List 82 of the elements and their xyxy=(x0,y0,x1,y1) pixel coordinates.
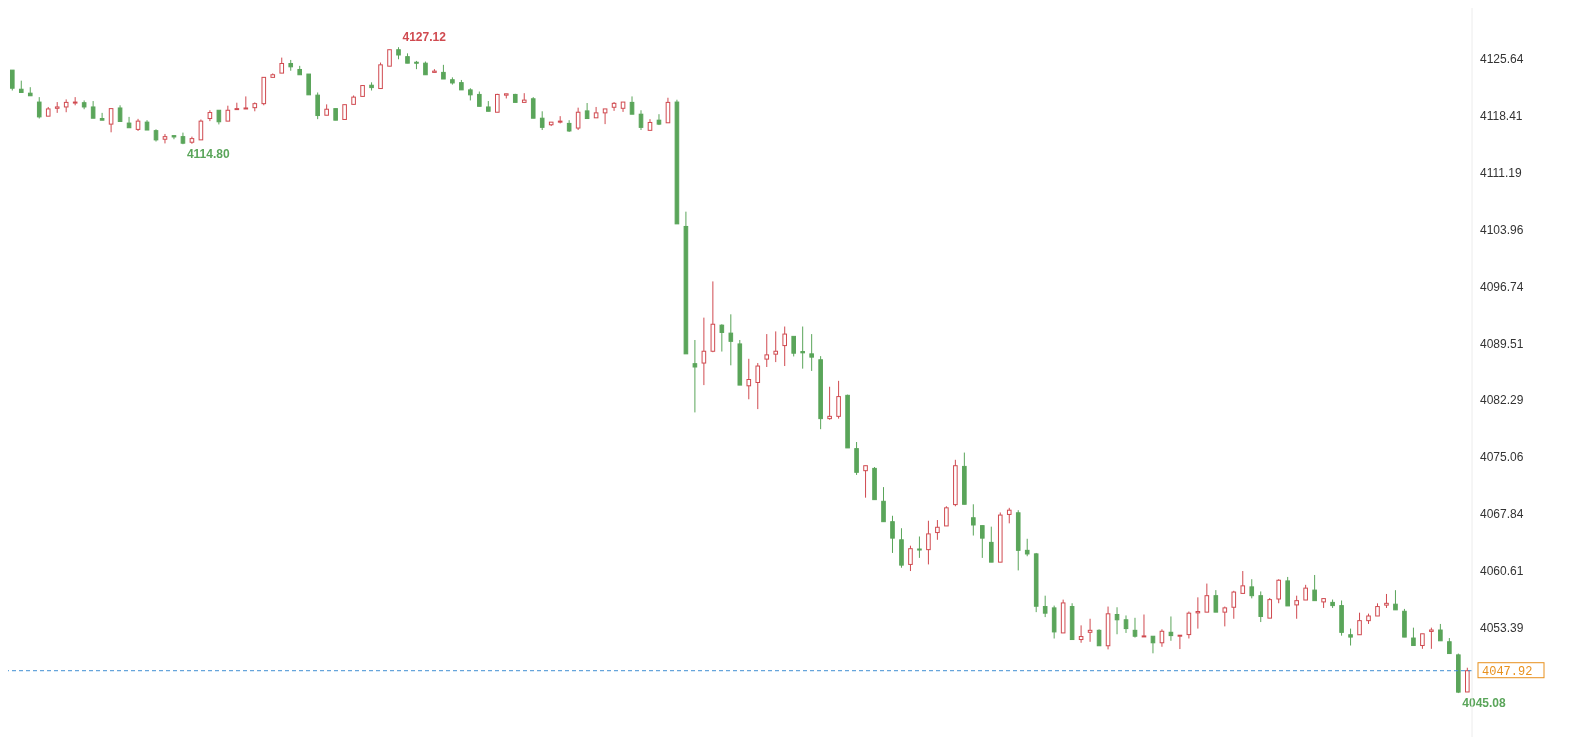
candlestick xyxy=(746,358,752,400)
candlestick xyxy=(935,519,940,541)
candlestick xyxy=(243,95,249,110)
candlestick xyxy=(908,545,913,572)
candlestick xyxy=(800,326,805,370)
candlestick xyxy=(1087,618,1093,643)
candlestick xyxy=(773,330,779,363)
candlestick xyxy=(1042,595,1048,618)
candlestick xyxy=(1177,634,1183,650)
candlestick xyxy=(809,333,814,372)
y-tick-label: 4060.61 xyxy=(1480,564,1524,579)
candlestick xyxy=(890,515,895,554)
candlestick xyxy=(1195,596,1201,630)
candlestick xyxy=(1240,570,1246,594)
candlestick xyxy=(863,465,868,499)
candlestick xyxy=(1357,612,1362,636)
candlestick xyxy=(198,118,204,141)
candlestick xyxy=(593,106,599,119)
candlestick xyxy=(1132,617,1138,639)
candlestick xyxy=(10,69,15,91)
candlestick xyxy=(1123,614,1129,634)
candlestick xyxy=(719,323,725,353)
candlestick xyxy=(36,96,42,120)
candlestick xyxy=(944,505,949,527)
candlestick xyxy=(1258,590,1264,623)
y-tick-label: 4096.74 xyxy=(1480,279,1524,294)
candlestick xyxy=(656,113,662,126)
candlestick xyxy=(1168,615,1174,642)
candlestick xyxy=(1231,590,1237,620)
candlestick xyxy=(99,112,105,121)
candlestick xyxy=(755,362,761,410)
candlestick xyxy=(126,116,132,129)
candlestick xyxy=(1276,578,1281,604)
y-tick-label: 4053.39 xyxy=(1480,620,1524,635)
candlestick xyxy=(602,108,608,125)
y-tick-label: 4103.96 xyxy=(1480,222,1524,237)
candlestick xyxy=(1204,583,1210,613)
y-tick-label: 4125.64 xyxy=(1480,52,1524,67)
ref-line-label: 4047.92 xyxy=(1482,664,1533,679)
candlestick xyxy=(692,339,698,413)
annotation: 4045.08 xyxy=(1462,696,1507,711)
candlestick xyxy=(782,326,788,367)
y-tick-label: 4118.41 xyxy=(1480,109,1523,124)
candlestick xyxy=(1393,589,1398,611)
candlestick xyxy=(108,108,114,133)
candlestick xyxy=(764,333,770,368)
candlestick xyxy=(575,107,581,131)
candlestick xyxy=(162,133,168,144)
candlestick xyxy=(980,525,985,559)
candlestick xyxy=(827,386,832,421)
candlestick xyxy=(1267,597,1273,619)
candlestick xyxy=(1141,614,1147,638)
candlestick xyxy=(1078,624,1084,644)
candlestick xyxy=(1312,574,1317,602)
candlestick xyxy=(1294,595,1299,620)
candlestick xyxy=(1249,578,1255,599)
candlestick xyxy=(1465,667,1470,693)
candlestick xyxy=(988,526,994,563)
candlestick xyxy=(881,486,886,523)
annotation: 4114.80 xyxy=(186,147,230,162)
candlestick xyxy=(1213,589,1219,613)
candlestick xyxy=(1429,627,1434,650)
candlestick xyxy=(791,335,796,357)
candlestick xyxy=(530,96,536,119)
y-tick-label: 4089.51 xyxy=(1480,336,1524,351)
candlestick xyxy=(917,535,922,559)
y-tick-label: 4082.29 xyxy=(1480,393,1524,408)
candlestick xyxy=(378,62,383,90)
candlestick xyxy=(306,73,311,96)
annotation: 4127.12 xyxy=(402,30,447,45)
y-tick-label: 4075.06 xyxy=(1480,450,1524,465)
candlestick xyxy=(701,317,707,386)
candlestick xyxy=(854,441,859,476)
y-tick-label: 4111.19 xyxy=(1480,165,1522,180)
y-tick-label: 4067.84 xyxy=(1480,507,1524,522)
candlestick xyxy=(1186,611,1192,640)
candlestick xyxy=(926,520,931,565)
candlestick xyxy=(836,380,841,420)
candlestick xyxy=(971,503,976,537)
candlestick xyxy=(539,110,545,131)
candlestick xyxy=(728,313,734,366)
candlestick xyxy=(315,91,320,120)
